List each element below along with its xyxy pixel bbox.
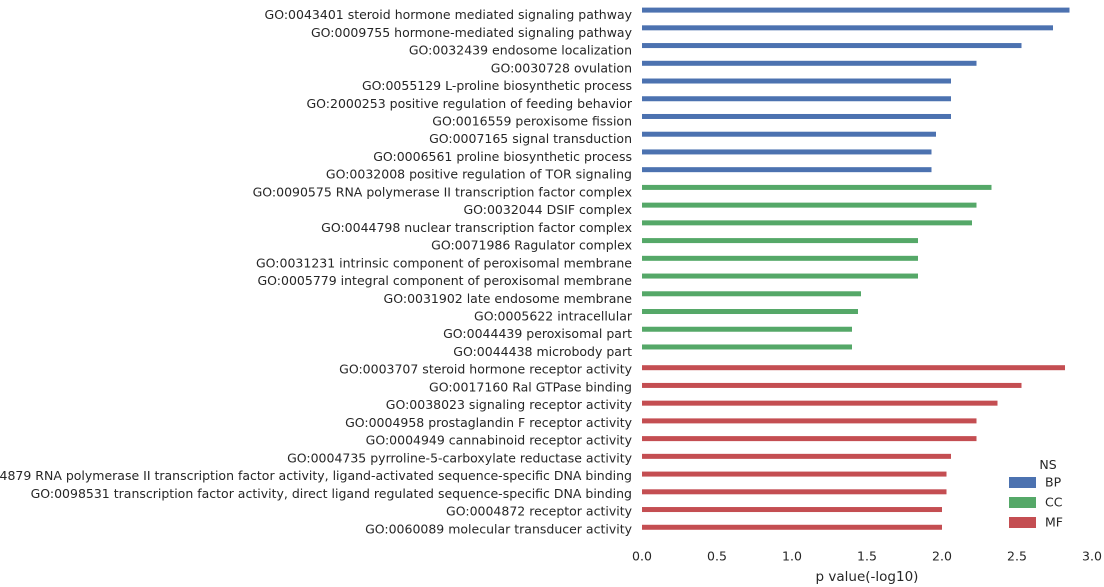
bar-cc	[642, 202, 977, 208]
category-label: GO:0055129 L-proline biosynthetic proces…	[362, 78, 632, 93]
bar-bp	[642, 43, 1022, 49]
legend: NS BP CC MF	[1009, 457, 1063, 530]
bar-mf	[642, 400, 998, 406]
x-tick-labels: 0.0 0.5 1.0 1.5 2.0 2.5 3.0	[632, 549, 1102, 564]
bar-cc	[642, 220, 972, 226]
category-label: GO:0044438 microbody part	[453, 344, 632, 359]
category-label: GO:0038023 signaling receptor activity	[386, 397, 633, 412]
bar-bp	[642, 149, 932, 155]
x-tick-label: 0.5	[707, 549, 727, 564]
bar-bp	[642, 167, 932, 173]
x-tick-label: 2.0	[932, 549, 952, 564]
bar-cc	[642, 238, 918, 244]
bar-bp	[642, 25, 1053, 31]
category-label: GO:0005622 intracellular	[474, 309, 633, 324]
category-label: GO:0004872 receptor activity	[446, 504, 633, 519]
bar-mf	[642, 489, 947, 495]
bar-mf	[642, 365, 1065, 371]
category-label: GO:0005779 integral component of peroxis…	[258, 273, 633, 288]
bar-mf	[642, 418, 977, 424]
bar-bp	[642, 7, 1070, 13]
category-label: GO:0060089 molecular transducer activity	[365, 521, 633, 536]
category-label: GO:0030728 ovulation	[491, 60, 632, 75]
bar-mf	[642, 436, 977, 442]
category-label: GO:0032008 positive regulation of TOR si…	[326, 167, 632, 182]
x-tick-label: 2.5	[1007, 549, 1027, 564]
bar-cc	[642, 309, 858, 315]
bar-mf	[642, 524, 942, 530]
category-label: GO:0003707 steroid hormone receptor acti…	[339, 362, 632, 377]
bar-cc	[642, 255, 918, 261]
category-label: GO:0006561 proline biosynthetic process	[373, 149, 632, 164]
legend-swatch-mf	[1009, 517, 1036, 528]
category-label: GO:0017160 Ral GTPase binding	[429, 379, 632, 394]
bar-bp	[642, 78, 951, 84]
category-label: GO:0031902 late endosome membrane	[384, 291, 633, 306]
category-label: GO:0031231 intrinsic component of peroxi…	[256, 255, 632, 270]
bar-cc	[642, 344, 852, 350]
category-label: GO:0009755 hormone-mediated signaling pa…	[311, 25, 633, 40]
bar-cc	[642, 291, 861, 297]
legend-label-cc: CC	[1045, 495, 1063, 510]
category-label: GO:0043401 steroid hormone mediated sign…	[265, 7, 633, 22]
category-label: GO:0098531 transcription factor activity…	[31, 486, 632, 501]
category-label: GO:0044798 nuclear transcription factor …	[321, 220, 632, 235]
bar-cc	[642, 184, 992, 190]
x-tick-label: 0.0	[632, 549, 652, 564]
category-label: GO:2000253 positive regulation of feedin…	[306, 96, 632, 111]
legend-title: NS	[1039, 457, 1056, 472]
legend-label-mf: MF	[1045, 515, 1063, 530]
legend-label-bp: BP	[1045, 475, 1062, 490]
category-label: GO:0044439 peroxisomal part	[443, 326, 632, 341]
legend-swatch-bp	[1009, 477, 1036, 488]
bar-bp	[642, 60, 977, 66]
category-label: GO:0007165 signal transduction	[429, 131, 632, 146]
category-label: GO:0032439 endosome localization	[409, 43, 632, 58]
bar-bp	[642, 96, 951, 102]
x-tick-label: 3.0	[1082, 549, 1102, 564]
legend-swatch-cc	[1009, 497, 1036, 508]
bar-mf	[642, 382, 1022, 388]
bar-cc	[642, 273, 918, 279]
bar-mf	[642, 507, 942, 513]
category-label: GO:0004735 pyrroline-5-carboxylate reduc…	[287, 450, 633, 465]
category-label: GO:0016559 peroxisome fission	[432, 113, 632, 128]
bar-cc	[642, 326, 852, 332]
category-label: GO:0004879 RNA polymerase II transcripti…	[0, 468, 632, 483]
bars	[642, 7, 1070, 530]
bar-bp	[642, 113, 951, 119]
category-label: GO:0090575 RNA polymerase II transcripti…	[253, 184, 632, 199]
category-label: GO:0071986 Ragulator complex	[431, 238, 632, 253]
bar-bp	[642, 131, 936, 137]
category-label: GO:0004949 cannabinoid receptor activity	[366, 433, 633, 448]
category-labels: GO:0043401 steroid hormone mediated sign…	[0, 7, 633, 536]
x-axis-label: p value(-log10)	[816, 569, 919, 585]
category-label: GO:0004958 prostaglandin F receptor acti…	[345, 415, 633, 430]
bar-mf	[642, 453, 951, 459]
category-label: GO:0032044 DSIF complex	[463, 202, 632, 217]
bar-mf	[642, 471, 947, 477]
x-tick-label: 1.5	[857, 549, 877, 564]
x-tick-label: 1.0	[782, 549, 802, 564]
